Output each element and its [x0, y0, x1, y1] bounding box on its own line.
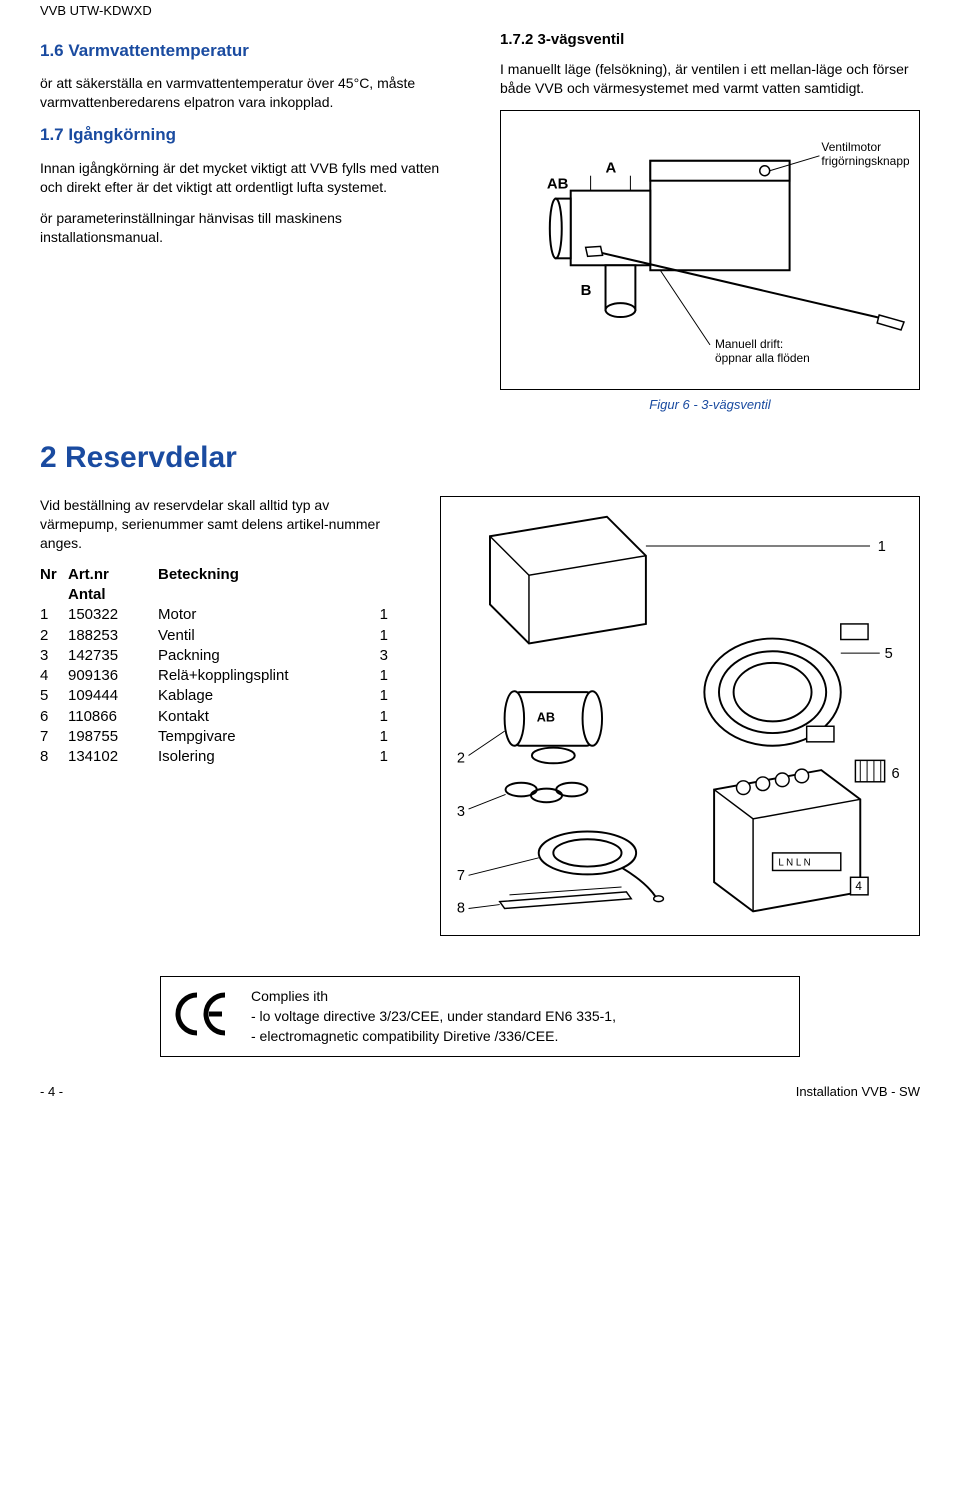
cell-qty: 1 [358, 747, 388, 767]
svg-text:6: 6 [891, 766, 899, 782]
label-motor-1: Ventilmotor [821, 139, 881, 153]
label-b: B [581, 282, 592, 299]
ce-mark-icon [175, 991, 231, 1042]
table-header-row: Nr Art.nr Beteckning [40, 565, 410, 585]
cell-artnr: 198755 [68, 727, 158, 747]
para-2-intro: Vid beställning av reservdelar skall all… [40, 496, 410, 553]
th-artnr: Art.nr [68, 565, 158, 585]
table-row: 2188253Ventil1 [40, 626, 410, 646]
label-a: A [606, 159, 617, 176]
valve-diagram-icon: AB A B Ventilmotor frigörningsknapp Manu… [511, 121, 909, 380]
cell-name: Relä+kopplingsplint [158, 666, 358, 686]
cell-artnr: 909136 [68, 666, 158, 686]
svg-text:2: 2 [457, 751, 465, 767]
cell-artnr: 150322 [68, 605, 158, 625]
cell-qty: 1 [358, 666, 388, 686]
th-antal: Antal [40, 585, 106, 605]
heading-1-7: 1.7 Igångkörning [40, 124, 460, 147]
lower-row: Vid beställning av reservdelar skall all… [40, 496, 920, 936]
cell-artnr: 188253 [68, 626, 158, 646]
footer-right: Installation VVB - SW [796, 1083, 920, 1101]
heading-1-6: 1.6 Varmvattentemperatur [40, 40, 460, 63]
cell-name: Kontakt [158, 707, 358, 727]
cell-artnr: 134102 [68, 747, 158, 767]
cell-artnr: 110866 [68, 707, 158, 727]
cell-name: Motor [158, 605, 358, 625]
table-row: 3142735Packning3 [40, 646, 410, 666]
cell-artnr: 142735 [68, 646, 158, 666]
cell-qty: 1 [358, 626, 388, 646]
cell-name: Packning [158, 646, 358, 666]
table-row: 6110866Kontakt1 [40, 707, 410, 727]
footer-left: - 4 - [40, 1083, 63, 1101]
cell-qty: 1 [358, 707, 388, 727]
left-column: 1.6 Varmvattentemperatur ör att säkerstä… [40, 30, 460, 414]
svg-text:AB: AB [537, 711, 555, 725]
cell-qty: 1 [358, 686, 388, 706]
th-beteckning: Beteckning [158, 565, 358, 585]
cell-nr: 2 [40, 626, 68, 646]
cell-name: Kablage [158, 686, 358, 706]
svg-text:L N L N: L N L N [778, 858, 810, 869]
svg-text:1: 1 [878, 539, 886, 555]
table-row: 7198755Tempgivare1 [40, 727, 410, 747]
right-column: 1.7.2 3-vägsventil I manuellt läge (fels… [500, 30, 920, 414]
para-1-7-2: I manuellt läge (felsökning), är ventile… [500, 60, 920, 98]
page-footer: - 4 - Installation VVB - SW [40, 1077, 920, 1107]
heading-2: 2 Reservdelar [40, 438, 920, 479]
para-1-7b: ör parameterinställningar hänvisas till … [40, 209, 460, 247]
cell-name: Tempgivare [158, 727, 358, 747]
ce-line-1: Complies ith [251, 987, 616, 1007]
ce-compliance-box: Complies ith - lo voltage directive 3/23… [160, 976, 800, 1057]
cell-nr: 1 [40, 605, 68, 625]
cell-artnr: 109444 [68, 686, 158, 706]
exploded-view-box: 1 5 AB 2 [440, 496, 920, 936]
para-1-7a: Innan igångkörning är det mycket viktigt… [40, 159, 460, 197]
para-1-6: ör att säkerställa en varmvattentemperat… [40, 74, 460, 112]
cell-nr: 5 [40, 686, 68, 706]
figure-6-box: AB A B Ventilmotor frigörningsknapp Manu… [500, 110, 920, 391]
parts-table: Nr Art.nr Beteckning Antal 1150322Motor1… [40, 565, 410, 768]
th-nr: Nr [40, 565, 68, 585]
cell-name: Ventil [158, 626, 358, 646]
table-row: 8134102Isolering1 [40, 747, 410, 767]
cell-nr: 6 [40, 707, 68, 727]
label-manual-2: öppnar alla flöden [715, 350, 810, 364]
label-ab: AB [547, 175, 569, 192]
heading-1-7-2: 1.7.2 3-vägsventil [500, 30, 920, 50]
svg-text:8: 8 [457, 901, 465, 917]
svg-text:5: 5 [885, 646, 893, 662]
label-motor-2: frigörningsknapp [821, 153, 909, 167]
svg-text:4: 4 [855, 880, 862, 893]
cell-qty: 3 [358, 646, 388, 666]
ce-line-2: - lo voltage directive 3/23/CEE, under s… [251, 1007, 616, 1027]
cell-qty: 1 [358, 605, 388, 625]
cell-qty: 1 [358, 727, 388, 747]
exploded-parts-icon: 1 5 AB 2 [451, 507, 909, 916]
cell-nr: 3 [40, 646, 68, 666]
label-manual-1: Manuell drift: [715, 336, 783, 350]
table-row: 1150322Motor1 [40, 605, 410, 625]
ce-text: Complies ith - lo voltage directive 3/23… [251, 987, 616, 1046]
cell-nr: 7 [40, 727, 68, 747]
ce-line-3: - electromagnetic compatibility Diretive… [251, 1027, 616, 1047]
cell-nr: 4 [40, 666, 68, 686]
doc-header: VVB UTW-KDWXD [40, 0, 920, 24]
figure-6-caption: Figur 6 - 3-vägsventil [500, 396, 920, 414]
top-columns: 1.6 Varmvattentemperatur ör att säkerstä… [40, 30, 920, 414]
svg-text:3: 3 [457, 804, 465, 820]
cell-name: Isolering [158, 747, 358, 767]
table-row: 4909136Relä+kopplingsplint1 [40, 666, 410, 686]
svg-text:7: 7 [457, 869, 465, 885]
cell-nr: 8 [40, 747, 68, 767]
table-row: 5109444Kablage1 [40, 686, 410, 706]
